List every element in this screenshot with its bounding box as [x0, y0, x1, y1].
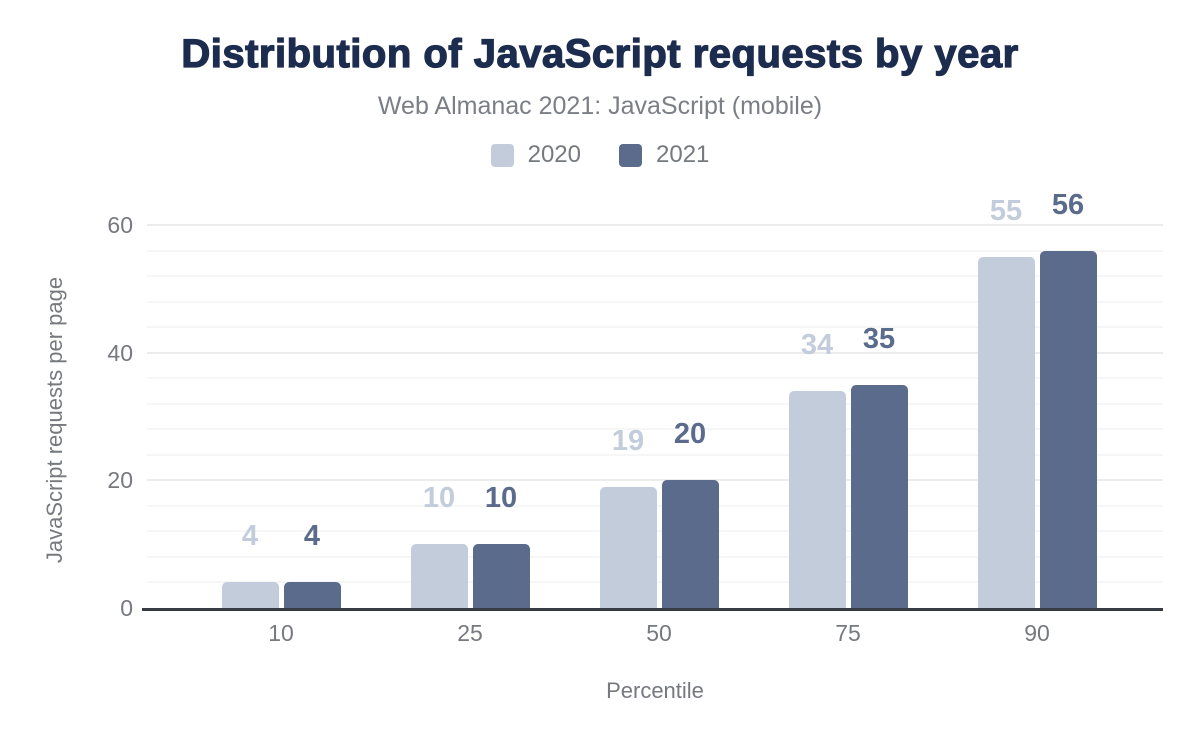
bar-2021-p50[interactable]: [661, 480, 719, 608]
minor-gridline: [147, 377, 1163, 380]
legend-label-2020: 2020: [527, 141, 581, 168]
bar-value-label-2021-p50: 20: [673, 418, 707, 451]
bar-value-label-2021-p90: 56: [1051, 188, 1085, 221]
bar-2020-p90[interactable]: [977, 256, 1035, 608]
x-axis-tick-label: 90: [1024, 620, 1050, 646]
legend-item-2021[interactable]: 2021: [619, 141, 709, 169]
y-axis-tick-label: 60: [107, 212, 133, 238]
legend: 2020 2021: [0, 141, 1200, 169]
bar-2021-p10[interactable]: [283, 582, 341, 608]
legend-swatch-2021-icon: [619, 143, 642, 167]
y-axis-tick-label: 0: [120, 595, 133, 621]
minor-gridline: [147, 275, 1163, 278]
bar-group-p75: 34 35: [783, 322, 913, 608]
major-gridline: [147, 224, 1163, 226]
x-axis-tick-label: 50: [646, 620, 672, 646]
bar-value-label-2021-p25: 10: [484, 482, 518, 515]
bar-column: 35: [850, 322, 908, 608]
major-gridline: [147, 479, 1163, 482]
bar-group-p50: 19 20: [594, 420, 724, 608]
bar-column: 56: [1039, 188, 1097, 608]
x-axis-tick-label: 10: [268, 620, 294, 646]
x-axis-title: Percentile: [606, 678, 704, 703]
legend-item-2020[interactable]: 2020: [490, 141, 581, 169]
y-axis-tick-label: 20: [107, 467, 133, 494]
chart-title: Distribution of JavaScript requests by y…: [181, 31, 1019, 76]
bar-column: 4: [283, 520, 341, 608]
bar-column: 10: [410, 482, 468, 608]
bar-2020-p25[interactable]: [410, 544, 468, 608]
legend-swatch-2020-icon: [490, 143, 514, 167]
bar-value-label-2020-p10: 4: [241, 520, 259, 553]
minor-gridline: [147, 428, 1163, 431]
x-axis-tick-label: 25: [457, 620, 483, 646]
x-axis-line: [142, 608, 1163, 611]
minor-gridline: [147, 453, 1163, 456]
bar-value-label-2020-p25: 10: [422, 482, 456, 515]
bar-column: 4: [221, 520, 279, 608]
bar-2021-p25[interactable]: [472, 544, 530, 608]
bar-column: 19: [599, 424, 657, 608]
bar-value-label-2020-p90: 55: [989, 194, 1023, 227]
minor-gridline: [147, 402, 1163, 405]
bar-column: 10: [472, 482, 530, 608]
bar-2020-p50[interactable]: [599, 486, 657, 608]
bar-2021-p75[interactable]: [850, 384, 908, 608]
bar-value-label-2021-p75: 35: [862, 322, 896, 355]
bar-group-p90: 55 56: [972, 188, 1102, 608]
x-axis-tick-label: 75: [835, 620, 861, 646]
bar-value-label-2020-p50: 19: [611, 424, 645, 457]
minor-gridline: [147, 249, 1163, 252]
bar-2020-p75[interactable]: [788, 390, 846, 608]
chart-subtitle: Web Almanac 2021: JavaScript (mobile): [377, 92, 823, 120]
legend-label-2021: 2021: [656, 141, 710, 168]
bar-2021-p90[interactable]: [1039, 250, 1097, 608]
bar-value-label-2021-p10: 4: [303, 520, 321, 553]
bar-group-p25: 10 10: [405, 484, 535, 608]
minor-gridline: [147, 326, 1163, 329]
y-axis-tick-label: 40: [107, 339, 133, 366]
plot-area: 0 20 40 60 4 4 10 10 10 25 19 20 50 34 35 75 55 56 90: [107, 190, 1163, 646]
minor-gridline: [147, 300, 1163, 303]
y-axis-title: JavaScript requests per page: [42, 276, 67, 564]
bar-value-label-2020-p75: 34: [800, 328, 834, 361]
bar-2020-p10[interactable]: [221, 582, 279, 608]
bar-column: 34: [788, 328, 846, 608]
bar-column: 55: [977, 194, 1035, 608]
major-gridline: [147, 351, 1163, 354]
bar-column: 20: [661, 418, 719, 608]
